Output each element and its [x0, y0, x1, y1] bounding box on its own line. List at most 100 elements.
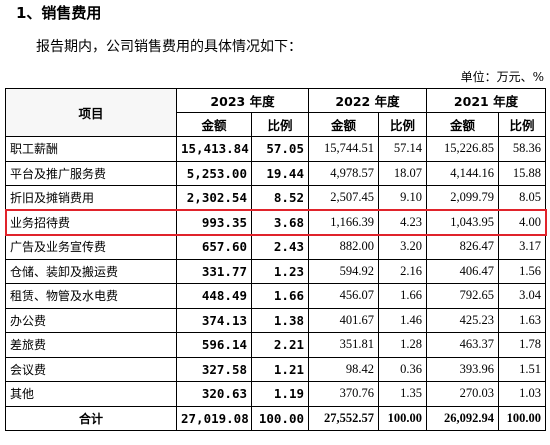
ratio-cell: 1.19: [251, 381, 309, 407]
row-name: 仓储、装卸及搬运费: [5, 258, 177, 284]
amount-cell: 1,166.39: [308, 209, 379, 235]
table-row: 会议费 327.58 1.21 98.42 0.36 393.96 1.51: [5, 356, 546, 382]
ratio-cell: 3.68: [251, 209, 309, 235]
unit-note: 单位：万元、%: [460, 70, 544, 84]
ratio-cell: 1.78: [498, 332, 546, 358]
amount-cell: 2,302.54: [176, 185, 252, 211]
table-row: 租赁、物管及水电费 448.49 1.66 456.07 1.66 792.65 3.04: [5, 283, 546, 309]
table-row: 广告及业务宣传费 657.60 2.43 882.00 3.20 826.47 3.17: [5, 234, 546, 260]
ratio-cell: 3.17: [498, 234, 546, 260]
row-name: 广告及业务宣传费: [5, 234, 177, 260]
ratio-cell: 100.00: [378, 405, 427, 431]
amount-cell: 320.63: [176, 381, 252, 407]
amount-cell: 15,744.51: [308, 136, 379, 162]
amount-cell: 2,099.79: [426, 185, 499, 211]
ratio-cell: 1.63: [498, 307, 546, 333]
ratio-cell: 8.52: [251, 185, 309, 211]
ratio-cell: 1.23: [251, 258, 309, 284]
table-row: 业务招待费 993.35 3.68 1,166.39 4.23 1,043.95 4.00: [5, 209, 546, 235]
amount-cell: 393.96: [426, 356, 499, 382]
amount-cell: 331.77: [176, 258, 252, 284]
ratio-cell: 15.88: [498, 160, 546, 186]
row-name: 差旅费: [5, 332, 177, 358]
ratio-cell: 1.21: [251, 356, 309, 382]
ratio-cell: 2.21: [251, 332, 309, 358]
ratio-cell: 2.43: [251, 234, 309, 260]
ratio-cell: 18.07: [378, 160, 427, 186]
table-row: 职工薪酬 15,413.84 57.05 15,744.51 57.14 15,226.8…: [5, 136, 546, 162]
ratio-cell: 58.36: [498, 136, 546, 162]
table-body: 职工薪酬 15,413.84 57.05 15,744.51 57.14 15,226.8…: [5, 136, 546, 431]
table-row: 折旧及摊销费用 2,302.54 8.52 2,507.45 9.10 2,099.79 8…: [5, 185, 546, 211]
amount-cell: 993.35: [176, 209, 252, 235]
ratio-cell: 100.00: [498, 405, 546, 431]
amount-cell: 456.07: [308, 283, 379, 309]
table-row: 平台及推广服务费 5,253.00 19.44 4,978.57 18.07 4,144.…: [5, 160, 546, 186]
ratio-cell: 19.44: [251, 160, 309, 186]
ratio-cell: 100.00: [251, 405, 309, 431]
ratio-cell: 2.16: [378, 258, 427, 284]
intro-paragraph: 报告期内，公司销售费用的具体情况如下：: [36, 39, 302, 55]
year-header-2021: 2021 年度: [426, 88, 546, 113]
sales-expense-table: 项目 2023 年度 2022 年度 2021 年度 金额 比例 金额 比例 金…: [5, 88, 546, 431]
ratio-cell: 1.28: [378, 332, 427, 358]
row-name: 职工薪酬: [5, 136, 177, 162]
ratio-cell: 3.20: [378, 234, 427, 260]
ratio-cell: 57.05: [251, 136, 309, 162]
total-label: 合计: [5, 405, 177, 431]
amount-cell: 27,019.08: [176, 405, 252, 431]
amount-cell: 463.37: [426, 332, 499, 358]
ratio-cell: 0.36: [378, 356, 427, 382]
amount-cell: 4,144.16: [426, 160, 499, 186]
row-name: 租赁、物管及水电费: [5, 283, 177, 309]
amount-cell: 401.67: [308, 307, 379, 333]
ratio-cell: 1.51: [498, 356, 546, 382]
amount-cell: 4,978.57: [308, 160, 379, 186]
ratio-cell: 1.35: [378, 381, 427, 407]
amount-cell: 406.47: [426, 258, 499, 284]
amount-cell: 826.47: [426, 234, 499, 260]
amount-cell: 657.60: [176, 234, 252, 260]
row-name: 其他: [5, 381, 177, 407]
sub-header-ratio: 比例: [378, 112, 427, 137]
ratio-cell: 4.00: [498, 209, 546, 235]
row-name: 办公费: [5, 307, 177, 333]
year-header-2023: 2023 年度: [176, 88, 309, 113]
sub-header-ratio: 比例: [498, 112, 546, 137]
amount-cell: 594.92: [308, 258, 379, 284]
row-name: 会议费: [5, 356, 177, 382]
ratio-cell: 8.05: [498, 185, 546, 211]
ratio-cell: 1.56: [498, 258, 546, 284]
table-row: 办公费 374.13 1.38 401.67 1.46 425.23 1.63: [5, 307, 546, 333]
ratio-cell: 1.46: [378, 307, 427, 333]
amount-cell: 98.42: [308, 356, 379, 382]
amount-cell: 370.76: [308, 381, 379, 407]
year-header-2022: 2022 年度: [308, 88, 427, 113]
total-row: 合计 27,019.08 100.00 27,552.57 100.00 26,092.9…: [5, 405, 546, 431]
amount-cell: 351.81: [308, 332, 379, 358]
ratio-cell: 1.38: [251, 307, 309, 333]
amount-cell: 15,413.84: [176, 136, 252, 162]
ratio-cell: 1.66: [378, 283, 427, 309]
ratio-cell: 3.04: [498, 283, 546, 309]
section-heading: 1、销售费用: [16, 4, 102, 22]
amount-cell: 27,552.57: [308, 405, 379, 431]
amount-cell: 448.49: [176, 283, 252, 309]
sub-header-ratio: 比例: [251, 112, 309, 137]
amount-cell: 425.23: [426, 307, 499, 333]
sub-header-amount: 金额: [308, 112, 379, 137]
row-name: 折旧及摊销费用: [5, 185, 177, 211]
ratio-cell: 1.03: [498, 381, 546, 407]
amount-cell: 270.03: [426, 381, 499, 407]
ratio-cell: 9.10: [378, 185, 427, 211]
sub-header-amount: 金额: [426, 112, 499, 137]
item-column-header: 项目: [5, 88, 177, 137]
amount-cell: 596.14: [176, 332, 252, 358]
amount-cell: 5,253.00: [176, 160, 252, 186]
amount-cell: 15,226.85: [426, 136, 499, 162]
amount-cell: 1,043.95: [426, 209, 499, 235]
amount-cell: 26,092.94: [426, 405, 499, 431]
ratio-cell: 1.66: [251, 283, 309, 309]
table-row: 仓储、装卸及搬运费 331.77 1.23 594.92 2.16 406.47 1.56: [5, 258, 546, 284]
row-name: 平台及推广服务费: [5, 160, 177, 186]
